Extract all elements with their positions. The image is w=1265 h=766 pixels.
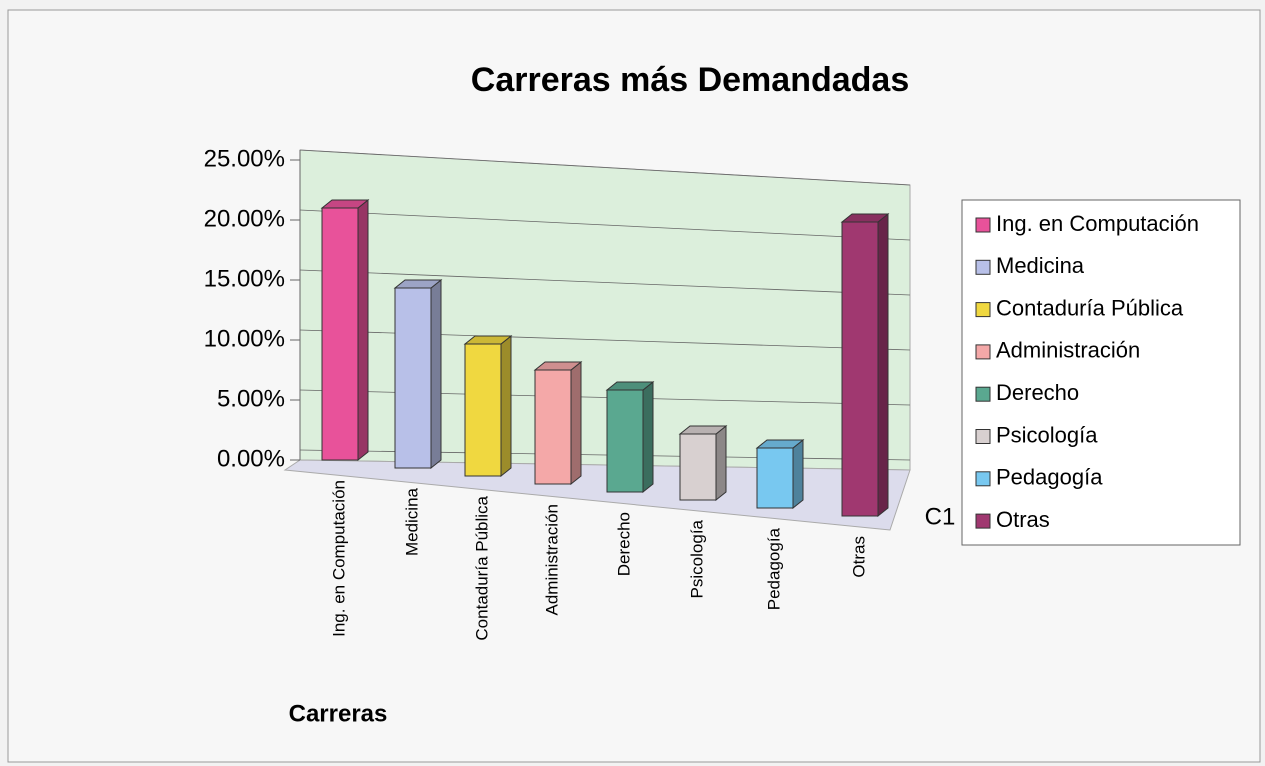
legend-label: Ing. en Computación xyxy=(996,211,1199,236)
series-axis-label: C1 xyxy=(925,503,956,530)
legend-label: Derecho xyxy=(996,380,1079,405)
grid-line xyxy=(299,149,911,186)
legend-swatch xyxy=(975,344,991,360)
grid-line xyxy=(299,209,911,241)
bar xyxy=(394,287,432,469)
bar xyxy=(756,447,794,509)
y-tick-label: 10.00% xyxy=(204,325,285,352)
x-tick-label: Otras xyxy=(849,536,868,578)
legend-swatch xyxy=(975,471,991,487)
bar xyxy=(464,343,502,477)
x-tick-label: Ing. en Computación xyxy=(329,480,348,637)
legend-swatch xyxy=(975,217,991,233)
y-tick-label: 15.00% xyxy=(204,265,285,292)
bar-side xyxy=(357,198,369,462)
y-tick-label: 0.00% xyxy=(217,445,285,472)
back-wall xyxy=(299,149,911,471)
y-tick-label: 20.00% xyxy=(204,205,285,232)
legend-label: Administración xyxy=(996,338,1140,363)
grid-line xyxy=(299,269,911,296)
bar-side xyxy=(430,278,442,470)
legend-swatch xyxy=(975,513,991,529)
y-tick-label: 5.00% xyxy=(217,385,285,412)
legend xyxy=(961,199,1241,546)
legend-swatch xyxy=(975,386,991,402)
bar-side xyxy=(642,380,654,494)
legend-label: Psicología xyxy=(996,422,1098,447)
bar xyxy=(534,369,572,485)
x-axis-title: Carreras xyxy=(289,700,388,727)
legend-swatch xyxy=(975,302,991,318)
bar-side xyxy=(500,334,512,478)
legend-label: Pedagogía xyxy=(996,465,1103,490)
legend-label: Otras xyxy=(996,507,1050,532)
x-tick-label: Derecho xyxy=(614,512,633,576)
y-tick-label: 25.00% xyxy=(204,145,285,172)
legend-label: Contaduría Pública xyxy=(996,295,1184,320)
bar xyxy=(321,207,359,461)
legend-swatch xyxy=(975,429,991,444)
bar-side xyxy=(715,424,727,502)
x-tick-label: Pedagogía xyxy=(764,527,783,610)
bar xyxy=(841,221,879,517)
x-tick-label: Contaduría Pública xyxy=(472,495,491,640)
legend-label: Medicina xyxy=(996,253,1085,278)
chart-title: Carreras más Demandadas xyxy=(471,61,909,99)
bar-side xyxy=(570,360,582,486)
bar xyxy=(679,433,717,501)
x-tick-label: Administración xyxy=(542,504,561,616)
x-tick-label: Psicología xyxy=(687,519,706,598)
bar xyxy=(606,389,644,493)
x-tick-label: Medicina xyxy=(402,487,421,556)
legend-swatch xyxy=(975,259,991,275)
bar-side xyxy=(792,438,804,510)
bar-side xyxy=(877,212,889,518)
